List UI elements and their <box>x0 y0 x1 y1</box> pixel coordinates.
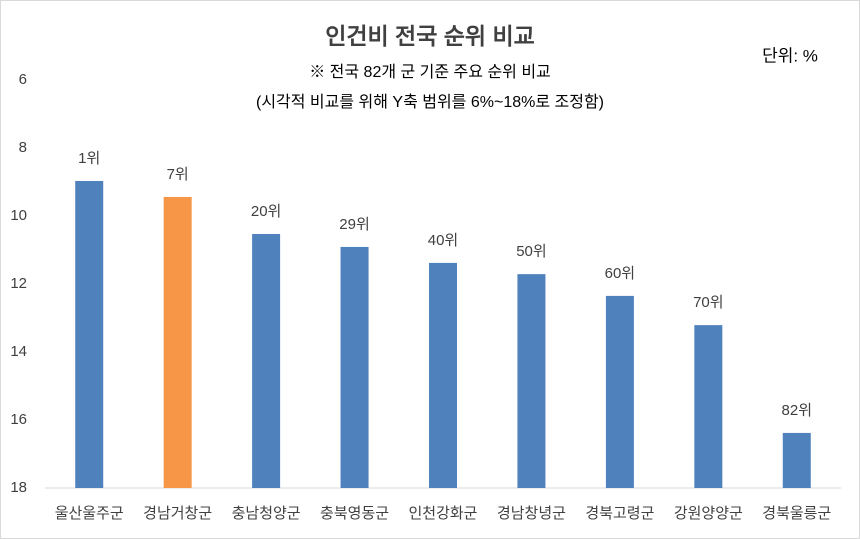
data-label: 70위 <box>693 294 724 311</box>
bar <box>75 180 104 489</box>
x-tick-label: 경북고령군 <box>585 505 654 522</box>
y-tick-label: 12 <box>10 275 27 292</box>
data-label: 60위 <box>605 265 636 282</box>
bar <box>163 196 192 488</box>
y-tick-label: 18 <box>10 479 27 496</box>
x-tick-label: 충남청양군 <box>232 505 301 522</box>
x-tick-label: 충북영동군 <box>320 505 389 522</box>
y-tick-label: 6 <box>19 71 27 88</box>
bar <box>340 246 369 488</box>
x-tick-label: 경남거창군 <box>143 505 212 522</box>
y-tick-label: 8 <box>19 139 27 156</box>
bar <box>517 274 546 488</box>
unit-label: 단위: % <box>762 46 818 65</box>
bar <box>782 432 811 488</box>
bar <box>429 262 457 488</box>
y-tick-label: 10 <box>10 207 27 224</box>
x-tick-label: 인천강화군 <box>408 505 477 522</box>
chart-note: (시각적 비교를 위해 Y축 범위를 6%~18%로 조정함) <box>256 93 604 111</box>
x-tick-label: 강원양양군 <box>674 505 743 522</box>
data-label: 50위 <box>516 243 547 260</box>
bar <box>605 295 634 488</box>
bar <box>694 325 723 488</box>
x-tick-label: 울산울주군 <box>55 505 124 522</box>
y-tick-label: 14 <box>10 343 27 360</box>
data-label: 1위 <box>78 150 100 167</box>
chart-title: 인건비 전국 순위 비교 <box>325 23 535 49</box>
chart-subtitle: ※ 전국 82개 군 기준 주요 순위 비교 <box>309 63 551 81</box>
data-label: 82위 <box>782 402 813 419</box>
x-tick-label: 경북울릉군 <box>762 505 831 522</box>
data-label: 7위 <box>167 166 189 183</box>
data-label: 29위 <box>339 216 370 233</box>
data-label: 20위 <box>251 203 282 220</box>
y-tick-label: 16 <box>10 411 27 428</box>
x-tick-label: 경남창녕군 <box>497 505 566 522</box>
bar <box>252 234 281 488</box>
data-label: 40위 <box>428 232 459 249</box>
